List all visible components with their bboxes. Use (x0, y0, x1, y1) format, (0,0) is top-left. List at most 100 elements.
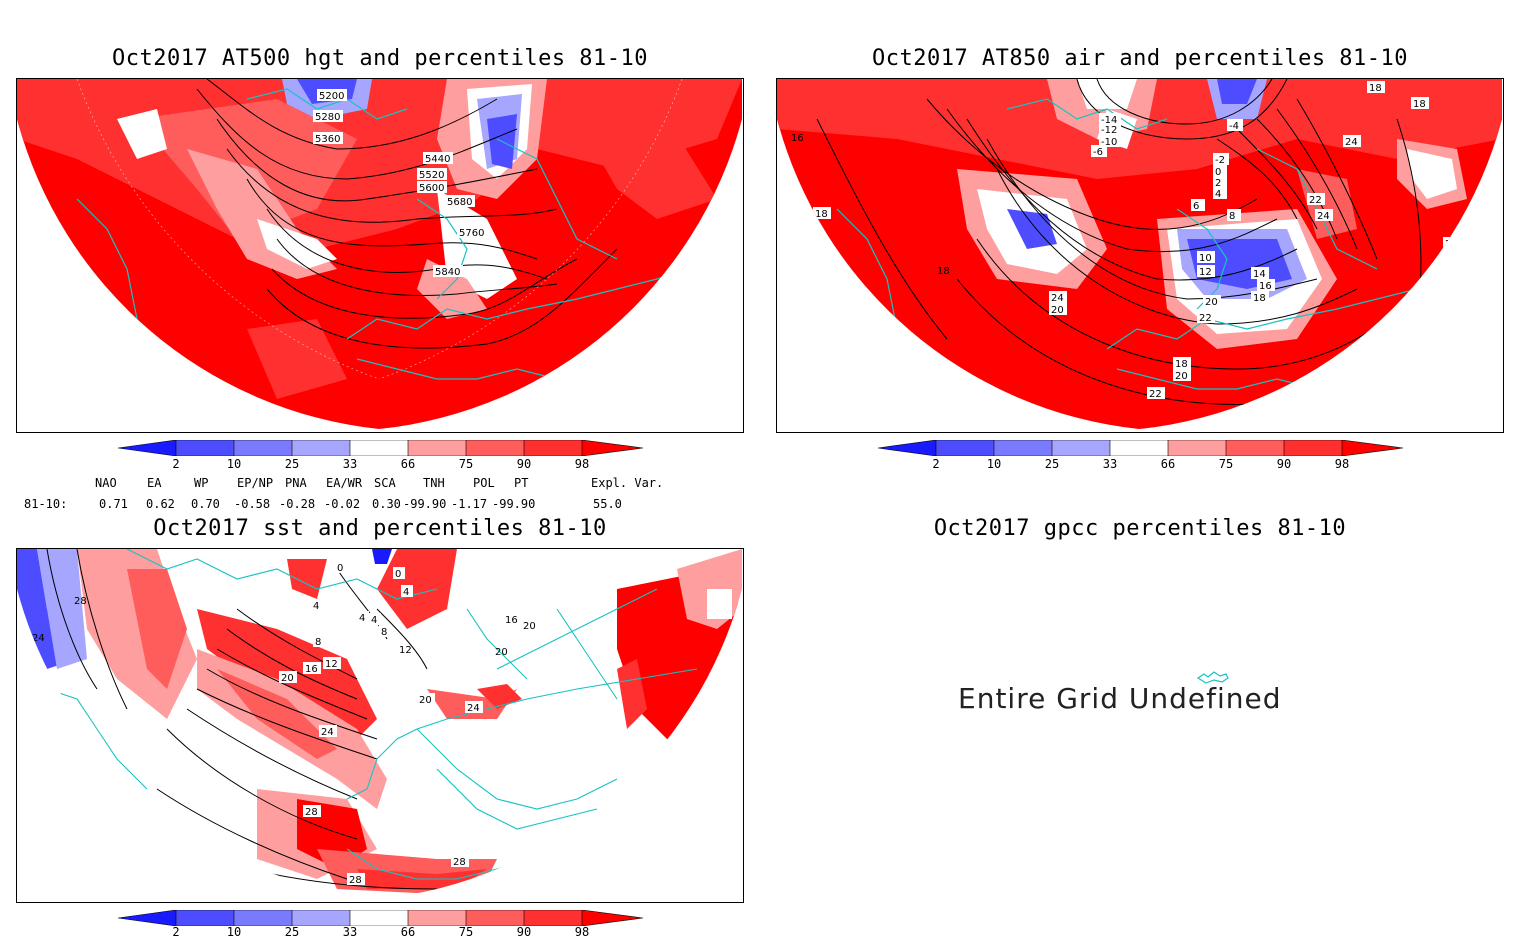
colorbar-label: 66 (1160, 457, 1176, 471)
tele-header-pna: PNA (285, 476, 307, 490)
hgt-map-panel: 5200 5280 5360 5440 5520 5600 5680 5760 … (16, 78, 744, 433)
sst-contour-label: 28 (74, 596, 87, 607)
colorbar-label: 98 (574, 925, 590, 939)
gpcc-panel-title: Oct2017 gpcc percentiles 81-10 (933, 516, 1347, 541)
sst-contour-label: 0 (395, 569, 401, 580)
hgt-contour-label: 5520 (419, 170, 444, 181)
hgt-panel-title: Oct2017 AT500 hgt and percentiles 81-10 (111, 46, 649, 71)
sst-contour-label: 24 (467, 703, 480, 714)
air-contour-label: 18 (937, 266, 950, 277)
tele-header-sca: SCA (374, 476, 396, 490)
sst-colorbar: 2 10 25 33 66 75 90 98 (117, 909, 644, 940)
air-panel-title: Oct2017 AT850 air and percentiles 81-10 (871, 46, 1409, 71)
colorbar-label: 33 (342, 925, 358, 939)
tele-header-ea: EA (147, 476, 162, 490)
colorbar-label: 33 (1102, 457, 1118, 471)
tele-row-label: 81-10: (24, 497, 68, 511)
sst-contour-label: 4 (359, 613, 365, 624)
colorbar-label: 98 (574, 457, 590, 471)
air-contour-label: 22 (1149, 389, 1162, 400)
air-colorbar-scale (877, 439, 1404, 457)
colorbar-label: 10 (226, 457, 242, 471)
tele-header-pt: PT (514, 476, 529, 490)
colorbar-label: 75 (458, 457, 474, 471)
sst-contour-label: 12 (325, 659, 338, 670)
sst-panel-title: Oct2017 sst and percentiles 81-10 (153, 516, 607, 541)
air-contour-label: 6 (1193, 201, 1199, 212)
air-contour-label: 20 (1205, 297, 1218, 308)
colorbar-label: 25 (284, 925, 300, 939)
hgt-contour-label: 5440 (425, 154, 450, 165)
colorbar-label: 33 (342, 457, 358, 471)
tele-value-eawr: -0.02 (324, 497, 361, 511)
colorbar-label: 25 (284, 457, 300, 471)
tele-value-sca: 0.30 (372, 497, 401, 511)
sst-contour-label: 20 (281, 673, 294, 684)
air-contour-label: 8 (1229, 211, 1235, 222)
hgt-contour-label: 5760 (459, 228, 484, 239)
air-contour-label: 16 (791, 133, 804, 144)
air-contour-label: -4 (1229, 121, 1239, 132)
sst-contour-label: 4 (371, 615, 377, 626)
air-contour-label: 26 (1445, 239, 1458, 250)
air-contour-label: -14 (1101, 115, 1117, 126)
air-contour-label: 24 (1345, 137, 1358, 148)
sst-contour-label: 8 (315, 637, 321, 648)
tele-value-pol: -1.17 (451, 497, 488, 511)
sst-contour-label: 12 (399, 645, 412, 656)
sst-contour-label: 0 (337, 563, 343, 574)
hgt-contour-label: 5600 (419, 183, 444, 194)
colorbar-label: 90 (516, 925, 532, 939)
tele-header-pol: POL (473, 476, 495, 490)
colorbar-label: 98 (1334, 457, 1350, 471)
air-map: 16 18 18 -14 -12 -10 -6 -4 -2 0 2 4 6 8 … (777, 79, 1502, 429)
colorbar-label: 25 (1044, 457, 1060, 471)
hgt-contour-label: 5840 (435, 267, 460, 278)
air-contour-label: 18 (1439, 261, 1452, 272)
air-contour-label: 24 (1317, 211, 1330, 222)
sst-contour-label: 4 (313, 601, 319, 612)
sst-contour-label: 28 (305, 807, 318, 818)
hgt-contour-label: 5360 (315, 134, 340, 145)
hgt-contour-label: 5280 (315, 112, 340, 123)
colorbar-label: 66 (400, 457, 416, 471)
tele-value-pt: -99.90 (492, 497, 536, 511)
tele-header-explvar: Expl. Var. (591, 476, 664, 490)
air-contour-label: 18 (1413, 99, 1426, 110)
tele-value-epnp: -0.58 (234, 497, 271, 511)
air-contour-label: 20 (1343, 363, 1356, 374)
sst-contour-label: 28 (349, 875, 362, 886)
tele-value-wp: 0.70 (191, 497, 220, 511)
colorbar-label: 90 (1276, 457, 1292, 471)
air-contour-label: -6 (1093, 147, 1103, 158)
air-contour-label: -2 (1215, 155, 1225, 166)
gpcc-coast-fragment (1196, 671, 1229, 684)
air-contour-label: 2 (1215, 178, 1221, 189)
air-contour-label: 12 (1199, 267, 1212, 278)
sst-contour-label: 4 (403, 587, 409, 598)
sst-contour-label: 24 (321, 727, 334, 738)
sst-map-panel: 28 24 0 4 4 0 4 8 4 8 12 16 20 12 20 20 … (16, 548, 744, 903)
sst-contour-label: 16 (305, 664, 318, 675)
tele-header-tnh: TNH (423, 476, 445, 490)
colorbar-label: 2 (932, 457, 940, 471)
sst-contour-label: 8 (381, 627, 387, 638)
air-contour-label: -12 (1101, 125, 1117, 136)
air-contour-label: 14 (1253, 269, 1266, 280)
air-contour-label: 24 (1051, 293, 1064, 304)
tele-header-wp: WP (194, 476, 209, 490)
colorbar-label: 66 (400, 925, 416, 939)
air-contour-label: 22 (1309, 195, 1322, 206)
tele-value-explvar: 55.0 (593, 497, 622, 511)
sst-contour-label: 28 (453, 857, 466, 868)
air-contour-label: 20 (1051, 305, 1064, 316)
tele-value-ea: 0.62 (146, 497, 175, 511)
colorbar-label: 10 (986, 457, 1002, 471)
colorbar-label: 2 (172, 457, 180, 471)
air-contour-label: 18 (815, 209, 828, 220)
air-map-panel: 16 18 18 -14 -12 -10 -6 -4 -2 0 2 4 6 8 … (776, 78, 1504, 433)
air-contour-label: 18 (1175, 359, 1188, 370)
sst-contour-label: 20 (419, 695, 432, 706)
colorbar-label: 75 (1218, 457, 1234, 471)
air-contour-label: 20 (1175, 371, 1188, 382)
